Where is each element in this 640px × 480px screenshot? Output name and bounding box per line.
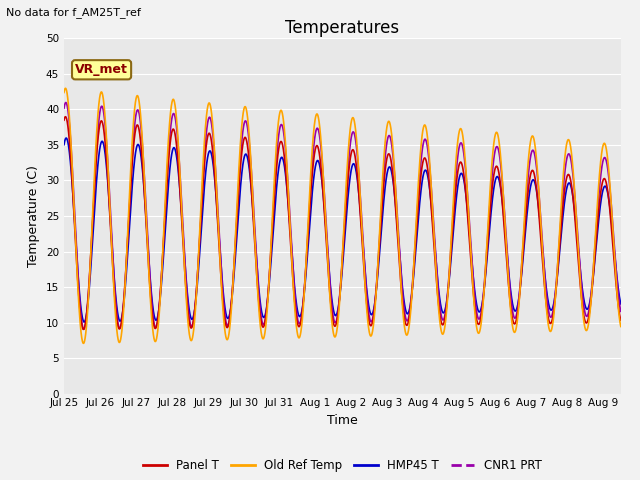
X-axis label: Time: Time: [327, 414, 358, 427]
Line: HMP45 T: HMP45 T: [64, 138, 621, 322]
Line: CNR1 PRT: CNR1 PRT: [64, 103, 621, 329]
HMP45 T: [62, 135, 70, 141]
HMP45 T: [332, 312, 340, 318]
Text: VR_met: VR_met: [75, 63, 128, 76]
Panel T: [79, 326, 87, 332]
Old Ref Temp: [93, 118, 101, 124]
CNR1 PRT: [63, 101, 70, 107]
Panel T: [93, 142, 101, 148]
HMP45 T: [83, 307, 91, 312]
HMP45 T: [63, 135, 70, 141]
Old Ref Temp: [170, 96, 177, 102]
CNR1 PRT: [60, 106, 68, 111]
Old Ref Temp: [617, 324, 625, 329]
HMP45 T: [93, 167, 101, 173]
Text: No data for f_AM25T_ref: No data for f_AM25T_ref: [6, 7, 141, 18]
Panel T: [61, 114, 69, 120]
HMP45 T: [617, 301, 625, 307]
CNR1 PRT: [83, 308, 91, 313]
Panel T: [617, 317, 625, 323]
Old Ref Temp: [79, 340, 87, 346]
Panel T: [83, 305, 91, 311]
Panel T: [170, 126, 177, 132]
Y-axis label: Temperature (C): Temperature (C): [28, 165, 40, 267]
Old Ref Temp: [588, 293, 595, 299]
CNR1 PRT: [617, 309, 625, 314]
CNR1 PRT: [80, 326, 88, 332]
HMP45 T: [170, 145, 177, 151]
Old Ref Temp: [61, 85, 69, 91]
CNR1 PRT: [588, 288, 595, 294]
CNR1 PRT: [332, 318, 340, 324]
Old Ref Temp: [83, 315, 91, 321]
Title: Temperatures: Temperatures: [285, 19, 399, 37]
HMP45 T: [80, 319, 88, 325]
Panel T: [588, 294, 595, 300]
HMP45 T: [588, 289, 595, 295]
CNR1 PRT: [93, 134, 101, 140]
CNR1 PRT: [170, 111, 177, 117]
Panel T: [60, 117, 68, 123]
Old Ref Temp: [63, 88, 70, 94]
Line: Old Ref Temp: Old Ref Temp: [64, 88, 621, 343]
Old Ref Temp: [60, 90, 68, 96]
HMP45 T: [60, 142, 68, 147]
CNR1 PRT: [62, 100, 70, 106]
Line: Panel T: Panel T: [64, 117, 621, 329]
Panel T: [63, 116, 70, 121]
Panel T: [332, 321, 340, 326]
Old Ref Temp: [332, 331, 340, 336]
Legend: Panel T, Old Ref Temp, HMP45 T, CNR1 PRT: Panel T, Old Ref Temp, HMP45 T, CNR1 PRT: [138, 454, 547, 477]
